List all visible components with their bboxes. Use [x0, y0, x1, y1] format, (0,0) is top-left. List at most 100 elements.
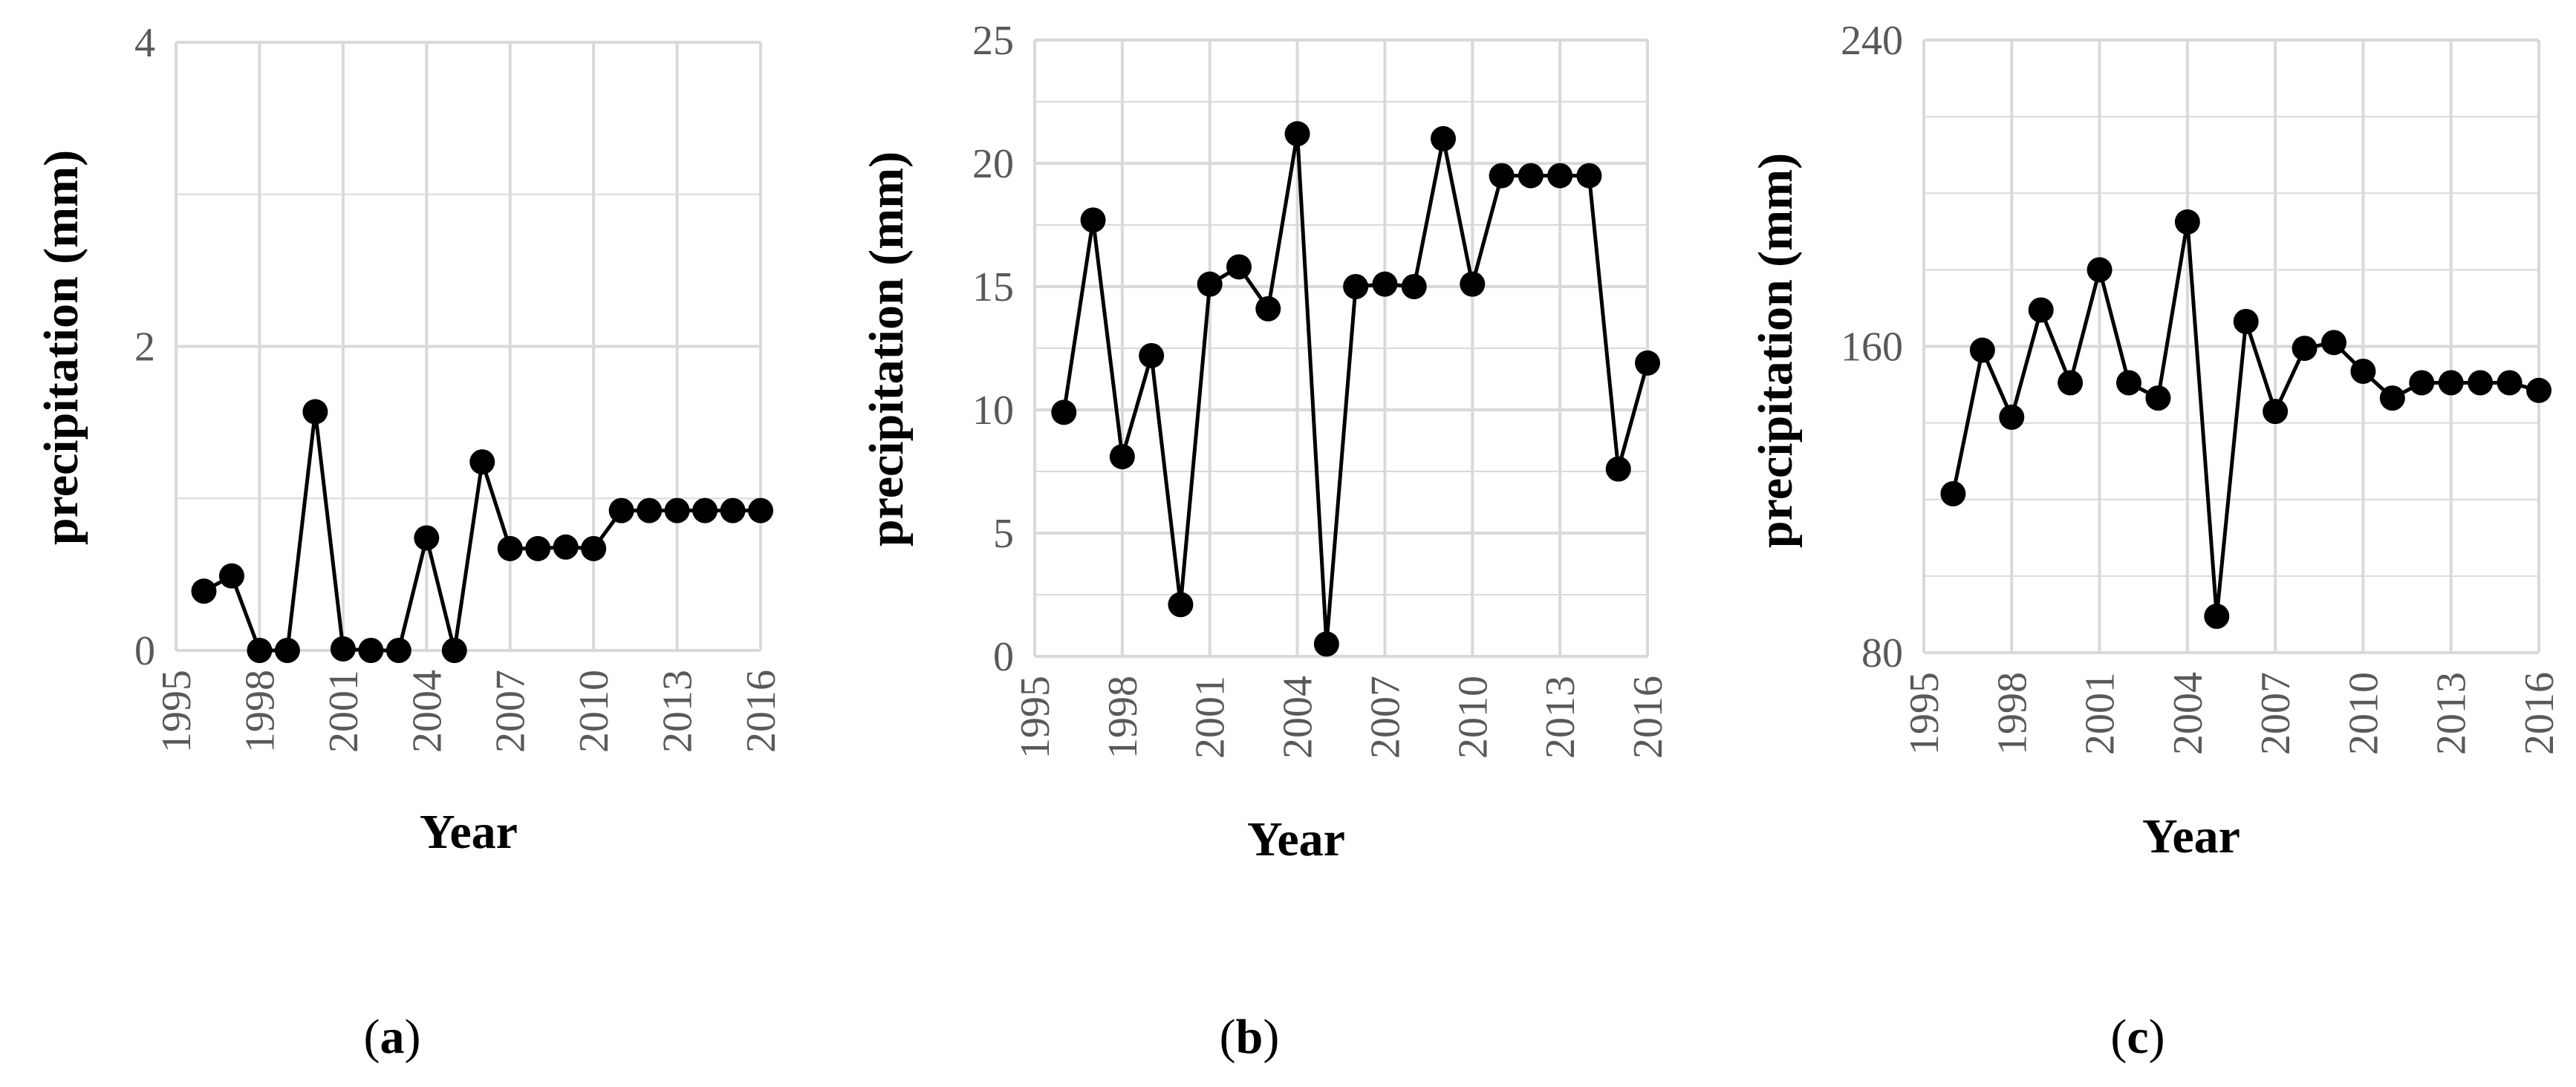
panel-a-x-tick-label: 2004 [404, 670, 450, 753]
panel-c-y-tick-label: 240 [1841, 18, 1903, 64]
panel-label-c: (c) [2110, 1010, 2164, 1064]
panel-c-y-ticks: 80 160 240 [1841, 18, 1903, 676]
panel-c-data-point [1940, 481, 1966, 507]
panel-c-data-point [2087, 257, 2112, 283]
panel-b-data-point [1547, 163, 1573, 189]
panel-b-x-tick-label: 2001 [1188, 676, 1234, 759]
panel-b-y-tick-label: 5 [993, 511, 1014, 557]
panel-c-y-tick-label: 80 [1861, 630, 1903, 676]
panel-b-x-ticks: 1995 1998 2001 2004 2007 2010 2013 2016 [1012, 676, 1671, 759]
panel-b-y-tick-label: 0 [993, 634, 1014, 680]
panel-a-data-point [274, 638, 300, 663]
panel-a: 0 2 4 1995 1998 2001 2004 2007 2010 2013 2016 Yea… [34, 20, 784, 859]
panel-a-data-point [247, 638, 273, 663]
panel-c-data-point [2350, 359, 2376, 385]
panel-a-data-point [608, 497, 634, 523]
panel-a-data-point [497, 535, 523, 561]
panel-a-data-point [358, 638, 384, 663]
panel-c-x-tick-label: 2001 [2078, 672, 2124, 755]
panel-c-data-point [2468, 370, 2494, 396]
panel-b-data-point [1080, 207, 1106, 233]
panel-b-y-tick-label: 10 [972, 388, 1014, 434]
panel-b-data-point [1051, 399, 1077, 425]
panel-b-data-point [1460, 271, 1486, 297]
panel-b-data-point [1518, 163, 1544, 189]
panel-a-x-tick-label: 2016 [738, 670, 784, 753]
panel-a-data-point [386, 638, 412, 663]
panel-a-data-point [553, 534, 579, 560]
panel-a-data-point [302, 399, 328, 425]
panel-c-x-tick-label: 2016 [2517, 672, 2563, 755]
panel-a-data-point [525, 535, 551, 561]
panel-b-data-point [1401, 274, 1427, 299]
panel-b-x-tick-label: 2013 [1538, 676, 1584, 759]
panel-a-x-tick-label: 2013 [655, 670, 701, 753]
panel-c-x-tick-label: 2007 [2253, 672, 2299, 755]
panel-c-grid [1922, 39, 2540, 654]
panel-c-data-point [2204, 604, 2230, 630]
panel-b-y-tick-label: 25 [972, 18, 1014, 64]
panel-b-x-tick-label: 2010 [1450, 676, 1496, 759]
panel-c-y-tick-label: 160 [1841, 324, 1903, 371]
panel-b-data-point [1431, 125, 1456, 151]
panel-a-data-point [469, 449, 495, 475]
panel-c-x-tick-label: 2010 [2341, 672, 2387, 755]
panel-a-data-point [692, 497, 718, 523]
panel-c-data-point [2409, 370, 2435, 396]
panel-a-x-axis-title: Year [420, 805, 518, 859]
panel-c-data-point [2497, 370, 2523, 396]
panel-b-y-ticks: 0 5 10 15 20 25 [972, 18, 1014, 680]
panel-a-data-point [414, 525, 440, 551]
panel-c-data-point [2263, 399, 2289, 425]
panel-c-data-point [1969, 337, 1995, 363]
panel-c-data-point [2233, 308, 2259, 334]
panel-label-a: (a) [364, 1010, 421, 1064]
panel-c-y-axis-title: precipitation (mm) [1749, 153, 1803, 548]
panel-c-series [1940, 209, 2551, 630]
panel-a-data-point [330, 636, 356, 662]
panel-c: 80 160 240 1995 1998 2001 2004 2007 2010 2013 201… [1749, 18, 2563, 864]
panel-a-y-ticks: 0 2 4 [134, 20, 155, 674]
panel-b-y-axis-title: precipitation (mm) [859, 151, 914, 546]
panel-c-x-tick-label: 2004 [2165, 672, 2211, 755]
panel-b-data-point [1605, 456, 1631, 482]
panel-a-x-ticks: 1995 1998 2001 2004 2007 2010 2013 2016 [154, 670, 784, 753]
panel-a-x-tick-label: 2001 [321, 670, 367, 753]
panel-a-y-tick-label: 4 [134, 20, 155, 66]
panel-b-data-point [1255, 296, 1281, 321]
panel-b-data-point [1168, 592, 1194, 618]
panel-a-y-tick-label: 0 [134, 628, 155, 674]
panel-c-x-axis-title: Year [2142, 809, 2240, 864]
panel-c-data-point [2321, 330, 2346, 356]
panel-c-x-ticks: 1995 1998 2001 2004 2007 2010 2013 2016 [1902, 672, 2563, 755]
panel-b-x-tick-label: 2016 [1625, 676, 1671, 759]
panel-b-data-point [1109, 444, 1135, 470]
panel-b-y-tick-label: 15 [972, 264, 1014, 310]
panel-b-x-axis-title: Year [1247, 812, 1345, 866]
panel-a-x-tick-label: 2010 [571, 670, 617, 753]
panel-b-data-point [1313, 631, 1339, 657]
panel-b: 0 5 10 15 20 25 1995 1998 2001 2004 2007 2010 2013 2… [859, 18, 1671, 866]
panel-a-x-tick-label: 1995 [154, 670, 200, 753]
panel-b-data-point [1226, 254, 1252, 280]
panel-b-data-point [1372, 271, 1398, 297]
panel-label-b: (b) [1220, 1010, 1280, 1064]
panel-c-data-point [2145, 385, 2171, 411]
panel-c-data-point [2526, 377, 2551, 403]
panel-a-data-point [581, 535, 607, 561]
panel-b-x-tick-label: 1998 [1100, 676, 1146, 759]
panel-c-data-point [2028, 297, 2054, 323]
panel-b-x-tick-label: 1995 [1012, 676, 1058, 759]
panel-a-series [191, 399, 773, 663]
panel-a-data-point [441, 638, 467, 663]
panel-c-data-point [1999, 404, 2025, 430]
panel-c-data-point [2116, 370, 2141, 396]
panel-b-data-point [1635, 350, 1660, 376]
panel-b-data-point [1139, 342, 1165, 368]
panel-a-data-point [637, 497, 663, 523]
panel-b-x-tick-label: 2004 [1275, 676, 1321, 759]
panel-a-data-point [218, 563, 244, 589]
panel-b-x-tick-label: 2007 [1362, 676, 1408, 759]
panel-a-data-point [664, 497, 690, 523]
